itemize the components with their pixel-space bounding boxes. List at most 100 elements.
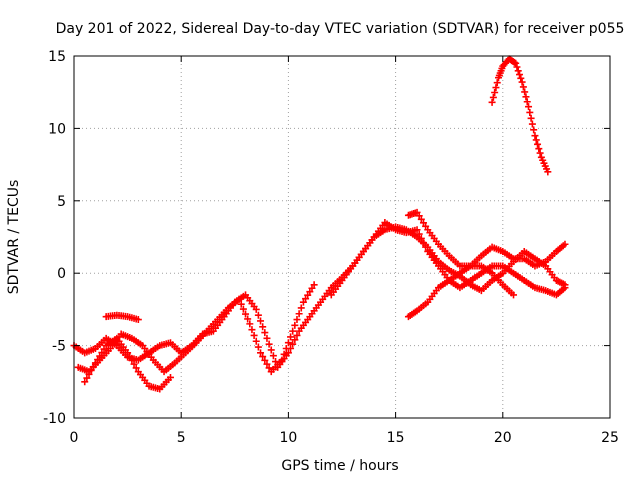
data-point: [83, 374, 91, 382]
data-point: [536, 149, 544, 157]
series-track-f: [404, 208, 569, 270]
data-point: [89, 363, 97, 371]
data-point: [530, 126, 538, 134]
series-track-d: [102, 311, 142, 324]
data-point: [269, 352, 277, 360]
data-point: [254, 343, 262, 351]
data-point: [293, 331, 301, 339]
data-point: [252, 305, 260, 313]
data-point: [254, 311, 262, 319]
data-point: [280, 350, 288, 358]
axis-ticks: 0 5 10 15 20 25 -10 -5 0 5 10 15: [43, 49, 619, 446]
data-point: [128, 356, 136, 364]
data-point: [489, 93, 497, 101]
data-point: [81, 378, 89, 386]
data-point: [544, 168, 552, 176]
y-tick-label: 10: [48, 121, 66, 137]
data-point: [261, 356, 269, 364]
data-point: [259, 353, 267, 361]
gridlines: [74, 56, 610, 418]
data-point: [263, 360, 271, 368]
data-point: [525, 103, 533, 111]
data-point: [561, 281, 569, 289]
data-point: [513, 63, 521, 71]
chart-title: Day 201 of 2022, Sidereal Day-to-day VTE…: [56, 21, 625, 37]
data-point: [237, 300, 245, 308]
data-point: [512, 59, 520, 67]
data-point: [514, 67, 522, 75]
data-point: [510, 291, 518, 299]
data-point: [263, 334, 271, 342]
data-point: [534, 140, 542, 148]
data-point: [265, 340, 273, 348]
data-point: [528, 120, 536, 128]
y-axis-label: SDTVAR / TECUs: [6, 180, 22, 295]
data-point: [491, 88, 499, 96]
data-point: [310, 281, 318, 289]
data-point: [248, 326, 256, 334]
x-tick-label: 20: [494, 430, 512, 446]
data-point: [526, 108, 534, 116]
series-track-g: [404, 262, 518, 321]
data-point: [265, 364, 273, 372]
data-point: [518, 78, 526, 86]
data-point: [297, 304, 305, 312]
data-point: [295, 310, 303, 318]
data-point: [278, 356, 286, 364]
series-track-b: [74, 281, 318, 376]
y-tick-label: -10: [43, 411, 66, 427]
y-tick-label: -5: [52, 339, 66, 355]
series-track-h: [488, 55, 552, 176]
data-point: [517, 74, 525, 82]
data-point: [293, 316, 301, 324]
data-point: [259, 323, 267, 331]
data-point: [516, 71, 524, 79]
data-point: [87, 367, 95, 375]
data-point: [287, 333, 295, 341]
data-point: [239, 305, 247, 313]
plot-frame: [73, 55, 611, 419]
data-point: [510, 58, 518, 66]
data-point: [561, 240, 569, 248]
data-point: [523, 98, 531, 106]
data-point: [532, 136, 540, 144]
data-point: [124, 349, 132, 357]
data-point: [132, 364, 140, 372]
x-tick-label: 0: [70, 430, 79, 446]
y-tick-label: 0: [57, 266, 66, 282]
data-point: [134, 316, 142, 324]
data-point: [522, 93, 530, 101]
data-point: [492, 84, 500, 92]
data-point: [291, 321, 299, 329]
data-point: [413, 226, 421, 234]
y-tick-label: 15: [48, 49, 66, 65]
data-point: [242, 310, 250, 318]
data-point: [488, 98, 496, 106]
data-point: [257, 349, 265, 357]
data-point: [284, 339, 292, 347]
data-point: [235, 295, 243, 303]
data-point: [535, 145, 543, 153]
data-point: [257, 317, 265, 325]
data-point: [126, 353, 134, 361]
data-point: [531, 132, 539, 140]
data-point: [521, 88, 529, 96]
series-track-c: [81, 334, 174, 393]
x-tick-label: 15: [387, 430, 405, 446]
data-point: [252, 337, 260, 345]
y-tick-label: 5: [57, 194, 66, 210]
data-point: [85, 370, 93, 378]
x-tick-label: 25: [601, 430, 619, 446]
data-point: [282, 344, 290, 352]
data-point: [130, 360, 138, 368]
data-marks: [70, 55, 569, 393]
data-point: [527, 114, 535, 122]
data-point: [289, 327, 297, 335]
x-tick-label: 10: [279, 430, 297, 446]
data-point: [244, 315, 252, 323]
data-point: [166, 373, 174, 381]
x-axis-label: GPS time / hours: [281, 458, 398, 474]
data-point: [289, 340, 297, 348]
